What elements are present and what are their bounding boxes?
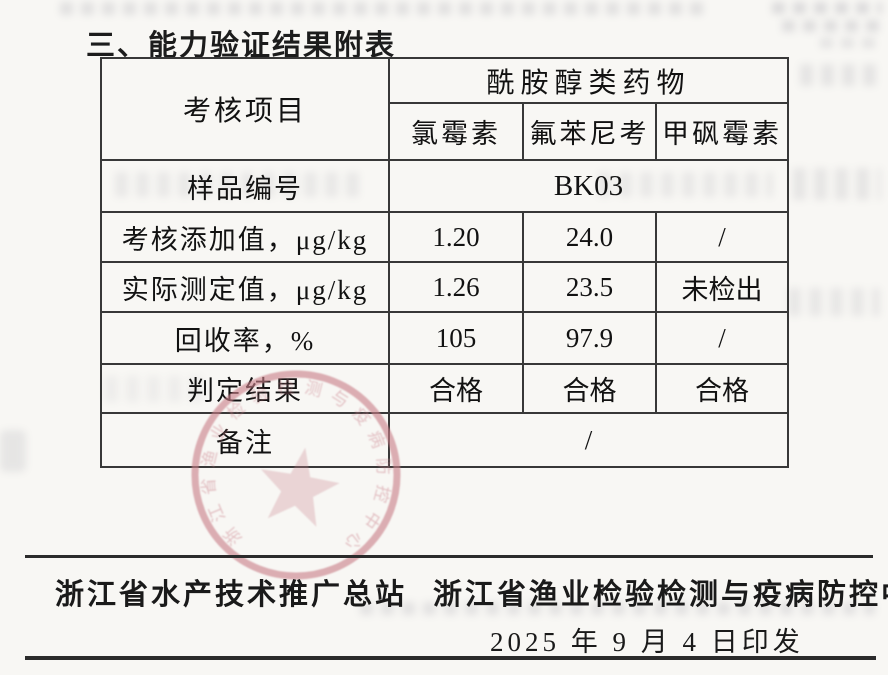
table-cell: 1.26 [388, 261, 524, 313]
table-cell: / [655, 311, 789, 365]
sample-id-value: BK03 [388, 159, 789, 213]
table-cell: 97.9 [522, 311, 657, 365]
table-cell: 合格 [522, 363, 657, 414]
table-row: 样品编号 BK03 [100, 159, 789, 213]
issuing-organizations: 浙江省水产技术推广总站浙江省渔业检验检测与疫病防控中心 [55, 571, 888, 613]
table-row: 备注 / [100, 412, 789, 468]
footer-bottom-rule [25, 656, 876, 660]
table-cell: 未检出 [655, 261, 789, 313]
table-row: 回收率，% 105 97.9 / [100, 311, 789, 365]
table-row: 实际测定值，μg/kg 1.26 23.5 未检出 [100, 261, 789, 313]
bleed-through-smudge [772, 2, 882, 14]
footer-top-rule [25, 555, 873, 558]
table-cell: 105 [388, 311, 524, 365]
bleed-through-smudge [800, 64, 880, 86]
table-cell: 23.5 [522, 261, 657, 313]
row-label-remarks: 备注 [100, 412, 390, 468]
row-label-recovery: 回收率，% [100, 311, 390, 365]
column-header-chloramphenicol: 氯霉素 [388, 102, 524, 161]
bleed-through-smudge [793, 168, 881, 200]
table-row: 考核添加值，μg/kg 1.20 24.0 / [100, 211, 789, 263]
results-table: 考核项目 酰胺醇类药物 氯霉素 氟苯尼考 甲砜霉素 样品编号 BK03 考核添加… [100, 57, 789, 468]
bleed-through-smudge [60, 2, 710, 15]
row-label-spiked-value: 考核添加值，μg/kg [100, 211, 390, 263]
table-cell: 24.0 [522, 211, 657, 263]
row-label-sample-id: 样品编号 [100, 159, 390, 213]
page-title: 三、能力验证结果附表 [86, 30, 397, 62]
table-cell: 1.20 [388, 211, 524, 263]
bleed-through-smudge [782, 20, 882, 32]
table-cell: 合格 [655, 363, 789, 414]
remarks-value: / [388, 412, 789, 468]
column-header-thiamphenicol: 甲砜霉素 [655, 102, 789, 161]
row-label-measured-value: 实际测定值，μg/kg [100, 261, 390, 313]
bleed-through-smudge [820, 38, 882, 48]
table-cell: 合格 [388, 363, 524, 414]
corner-header-cell: 考核项目 [100, 57, 390, 161]
table-row: 判定结果 合格 合格 合格 [100, 363, 789, 414]
issue-date: 2025 年 9 月 4 日印发 [490, 627, 804, 657]
drug-group-header: 酰胺醇类药物 [388, 57, 789, 104]
bleed-through-smudge [0, 430, 26, 472]
table-cell: / [655, 211, 789, 263]
org-name-left: 浙江省水产技术推广总站 [55, 579, 408, 611]
org-name-right: 浙江省渔业检验检测与疫病防控中心 [433, 579, 888, 611]
bleed-through-smudge [788, 288, 880, 316]
row-label-judgement: 判定结果 [100, 363, 390, 414]
column-header-florfenicol: 氟苯尼考 [522, 102, 657, 161]
